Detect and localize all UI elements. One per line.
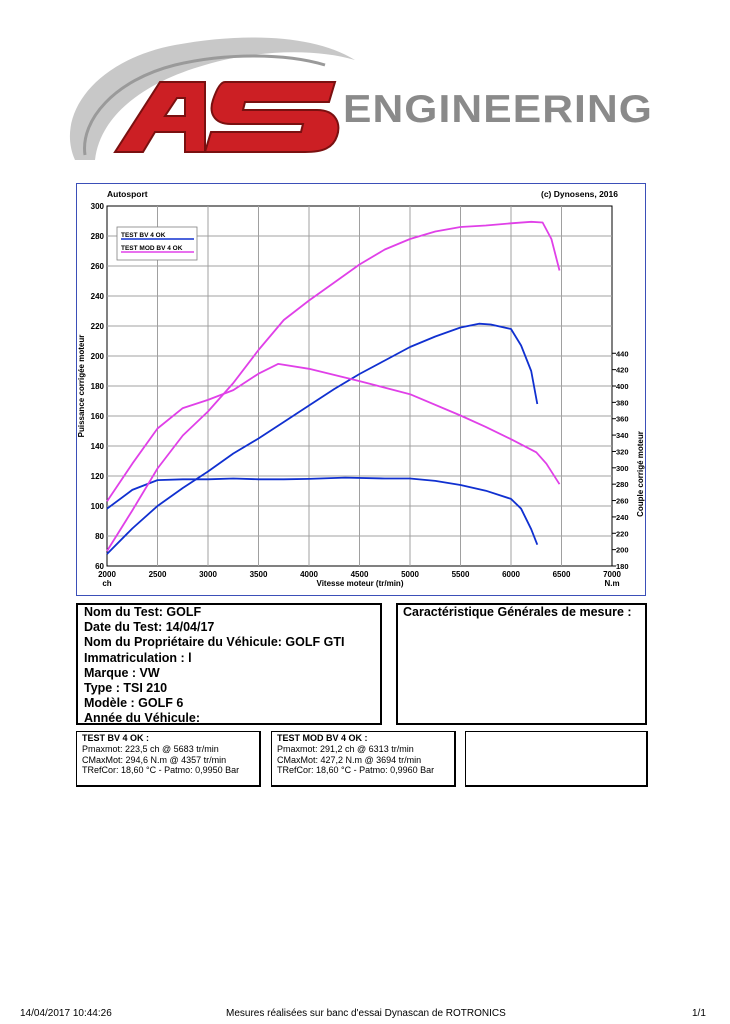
x-tick-label: 4500	[351, 570, 369, 579]
test-name: Nom du Test: GOLF	[84, 605, 202, 619]
series-line-test-bv4-power	[106, 322, 539, 555]
x-tick-label: 6500	[553, 570, 571, 579]
vehicle-year: Année du Véhicule:	[84, 711, 200, 726]
legend-label: TEST BV 4 OK	[121, 232, 166, 239]
result-title: TEST BV 4 OK :	[82, 733, 150, 743]
x-tick-label: 4000	[300, 570, 318, 579]
result-conditions: TRefCor: 18,60 °C - Patmo: 0,9960 Bar	[277, 765, 435, 776]
dyno-chart: Autosport (c) Dynosens, 2016 2000 2500 3000 3…	[77, 189, 645, 588]
y-left-tick-label: 60	[95, 562, 104, 571]
legend-box	[116, 226, 198, 261]
y-right-tick-label: 260	[616, 497, 629, 506]
y-right-tick-label: 240	[616, 513, 629, 522]
y-right-tick-label: 200	[616, 546, 629, 555]
y-right-tick-label: 280	[616, 480, 629, 489]
logo-wordmark: ENGINEERING	[343, 88, 653, 131]
y-right-tick-label: 300	[616, 464, 629, 473]
y-left-tick-label: 280	[91, 232, 105, 241]
y-left-tick-label: 300	[91, 202, 105, 211]
x-axis-label: Vitesse moteur (tr/min)	[317, 579, 404, 588]
y-left-tick-label: 120	[91, 472, 105, 481]
y-right-tick-label: 440	[616, 349, 629, 358]
series-line-test-mod-bv4-torque	[106, 363, 561, 502]
x-unit-right: N.m	[604, 579, 619, 588]
result-power: Pmaxmot: 223,5 ch @ 5683 tr/min	[82, 743, 219, 754]
x-tick-label: 3000	[199, 570, 217, 579]
y-right-tick-label: 320	[616, 447, 629, 456]
logo-letter-s	[203, 81, 340, 153]
x-tick-label: 2000	[98, 570, 116, 579]
test-info-lines: Nom du Test: GOLF Date du Test: 14/04/17…	[78, 605, 380, 727]
footer-timestamp: 14/04/2017 10:44:26	[20, 1008, 112, 1019]
result-title: TEST MOD BV 4 OK :	[277, 733, 368, 743]
x-tick-label: 2500	[149, 570, 167, 579]
characteristics-title: Caractéristique Générales de mesure :	[403, 605, 632, 619]
y-left-tick-label: 100	[91, 502, 105, 511]
owner-name: Nom du Propriétaire du Véhicule: GOLF GT…	[84, 635, 345, 650]
y-right-tick-label: 340	[616, 431, 629, 440]
result-torque: CMaxMot: 427,2 N.m @ 3694 tr/min	[277, 754, 422, 765]
x-tick-label: 7000	[603, 570, 621, 579]
test-info-box: Nom du Test: GOLF Date du Test: 14/04/17…	[76, 603, 382, 725]
x-tick-label: 5000	[401, 570, 419, 579]
series-line-test-mod-bv4-power	[106, 220, 561, 552]
x-tick-label: 3500	[250, 570, 268, 579]
registration: Immatriculation : l	[84, 650, 192, 665]
y-right-tick-label: 220	[616, 529, 629, 538]
y-right-tick-label: 380	[616, 398, 629, 407]
result-torque: CMaxMot: 294,6 N.m @ 4357 tr/min	[82, 754, 227, 765]
footer-bench-note: Mesures réalisées sur banc d'essai Dynas…	[226, 1008, 506, 1019]
logo-letter-a	[113, 81, 206, 153]
chart-header-left: Autosport	[107, 189, 148, 199]
logo-swoosh	[69, 37, 355, 161]
logo-swoosh-inner	[83, 54, 326, 156]
y-left-axis-label: Puissance corrigée moteur	[77, 335, 86, 438]
y-right-axis-label: Couple corrigé moteur	[636, 431, 645, 517]
as-engineering-logo: ENGINEERING AS	[69, 37, 653, 161]
x-tick-label: 6000	[502, 570, 520, 579]
model: Modèle : GOLF 6	[84, 696, 184, 711]
y-right-tick-label: 420	[616, 366, 629, 375]
result-conditions: TRefCor: 18,60 °C - Patmo: 0,9950 Bar	[82, 765, 240, 776]
result-power: Pmaxmot: 291,2 ch @ 6313 tr/min	[277, 743, 414, 754]
y-left-tick-label: 80	[95, 532, 104, 541]
y-right-tick-label: 360	[616, 415, 629, 424]
result-box-test-bv4: TEST BV 4 OK : Pmaxmot: 223,5 ch @ 5683 …	[76, 731, 261, 787]
test-date: Date du Test: 14/04/17	[84, 620, 215, 635]
result-box-test-mod-bv4: TEST MOD BV 4 OK : Pmaxmot: 291,2 ch @ 6…	[271, 731, 456, 787]
dyno-chart-frame: Autosport (c) Dynosens, 2016 2000 2500 3000 3…	[76, 183, 646, 596]
y-left-tick-label: 200	[91, 352, 105, 361]
y-left-tick-label: 160	[91, 412, 105, 421]
series-line-test-bv4-torque	[106, 476, 539, 546]
x-unit-left: ch	[102, 579, 111, 588]
result-box-empty	[465, 731, 648, 787]
chart-header-right: (c) Dynosens, 2016	[541, 189, 618, 199]
y-right-tick-label: 180	[616, 562, 629, 571]
x-tick-label: 5500	[452, 570, 470, 579]
y-left-tick-label: 220	[91, 322, 105, 331]
type: Type : TSI 210	[84, 681, 168, 696]
legend-label: TEST MOD BV 4 OK	[121, 245, 183, 252]
brand: Marque : VW	[84, 665, 160, 680]
y-left-tick-label: 140	[91, 442, 105, 451]
y-left-tick-label: 260	[91, 262, 105, 271]
y-left-tick-label: 180	[91, 382, 105, 391]
characteristics-box: Caractéristique Générales de mesure :	[396, 603, 647, 725]
y-left-tick-label: 240	[91, 292, 105, 301]
footer-page-number: 1/1	[692, 1008, 706, 1019]
y-right-tick-label: 400	[616, 382, 629, 391]
